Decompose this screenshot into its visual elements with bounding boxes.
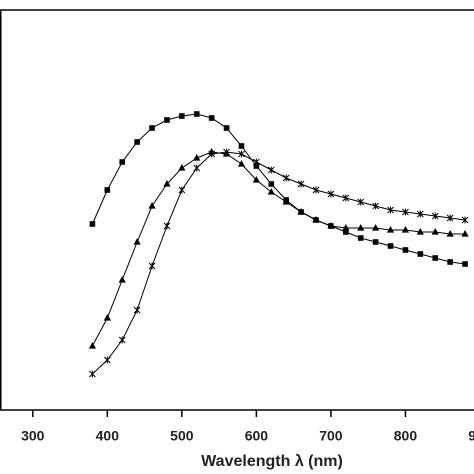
marker: [343, 229, 349, 235]
marker: [447, 259, 453, 265]
marker: [163, 180, 171, 187]
marker: [386, 226, 395, 233]
marker: [104, 187, 111, 193]
marker: [372, 224, 380, 231]
x-tick-label: 600: [245, 428, 269, 444]
marker: [103, 356, 111, 364]
marker: [312, 186, 320, 194]
marker: [193, 111, 200, 117]
marker: [208, 115, 215, 121]
marker: [312, 216, 320, 223]
marker: [402, 247, 409, 253]
marker: [432, 255, 439, 261]
marker: [148, 262, 156, 270]
marker: [163, 222, 171, 230]
marker: [372, 202, 379, 210]
marker: [401, 226, 410, 233]
x-axis-label: Wavelength λ (nm): [201, 453, 343, 470]
marker: [357, 224, 365, 231]
marker: [387, 243, 394, 249]
marker: [134, 139, 140, 145]
marker: [342, 194, 350, 202]
marker: [118, 276, 126, 283]
marker: [357, 235, 364, 241]
marker: [297, 208, 305, 215]
marker: [193, 154, 201, 161]
marker: [416, 210, 424, 218]
marker: [253, 158, 260, 166]
marker: [89, 370, 96, 378]
marker: [148, 202, 156, 209]
marker: [327, 222, 335, 229]
marker: [252, 176, 260, 183]
marker: [89, 221, 96, 227]
marker: [446, 214, 454, 222]
marker: [253, 163, 260, 169]
marker: [149, 125, 155, 131]
marker: [119, 159, 126, 165]
marker: [462, 261, 468, 267]
marker: [297, 180, 305, 188]
marker: [342, 224, 350, 231]
marker: [372, 239, 379, 245]
marker: [461, 216, 469, 224]
series-line: [92, 151, 466, 375]
marker: [208, 150, 216, 158]
marker: [461, 230, 469, 237]
marker: [103, 314, 111, 321]
marker: [193, 164, 201, 172]
marker: [268, 181, 275, 187]
marker: [327, 190, 335, 198]
series-line: [91, 151, 466, 347]
marker: [237, 160, 246, 167]
series-line: [91, 113, 466, 265]
marker: [357, 198, 365, 206]
marker: [267, 166, 275, 174]
x-tick-label: 400: [96, 428, 120, 444]
marker: [164, 117, 170, 123]
x-tick-label: 800: [394, 428, 418, 444]
marker: [178, 164, 186, 171]
marker: [178, 186, 186, 194]
x-tick-label: 500: [170, 428, 194, 444]
marker: [223, 125, 230, 131]
marker: [282, 198, 290, 205]
x-tick-label: 700: [319, 428, 343, 444]
marker: [88, 342, 97, 349]
marker: [223, 148, 230, 156]
marker: [446, 230, 454, 237]
marker: [387, 206, 394, 214]
marker: [431, 228, 439, 235]
marker: [267, 188, 275, 195]
marker: [402, 208, 409, 216]
marker: [282, 174, 290, 182]
marker: [238, 150, 245, 158]
marker: [416, 228, 424, 235]
marker: [417, 251, 424, 257]
marker: [133, 238, 141, 245]
x-tick-label: 300: [21, 428, 45, 444]
marker: [133, 306, 141, 314]
marker: [238, 143, 245, 149]
x-tick-label: 900: [468, 428, 474, 444]
marker: [118, 336, 126, 344]
marker: [431, 212, 439, 220]
marker: [179, 113, 185, 119]
